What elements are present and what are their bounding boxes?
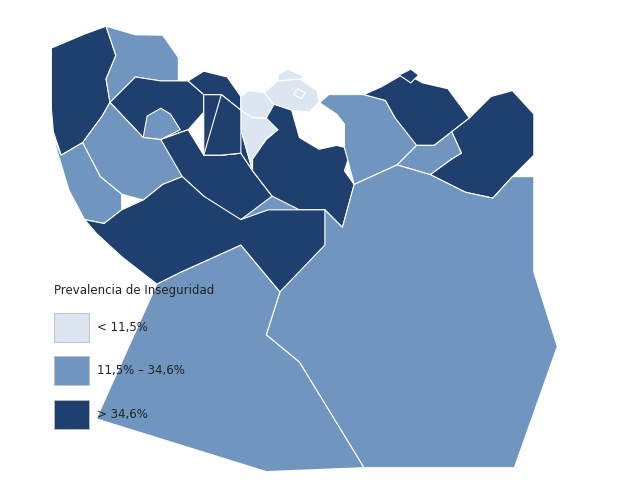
Text: 11,5% – 34,6%: 11,5% – 34,6% [98,365,186,377]
Text: Prevalencia de Inseguridad: Prevalencia de Inseguridad [54,284,214,297]
Text: > 34,6%: > 34,6% [98,408,149,421]
Text: < 11,5%: < 11,5% [98,321,149,334]
FancyBboxPatch shape [54,356,89,386]
FancyBboxPatch shape [54,400,89,429]
FancyBboxPatch shape [54,313,89,342]
